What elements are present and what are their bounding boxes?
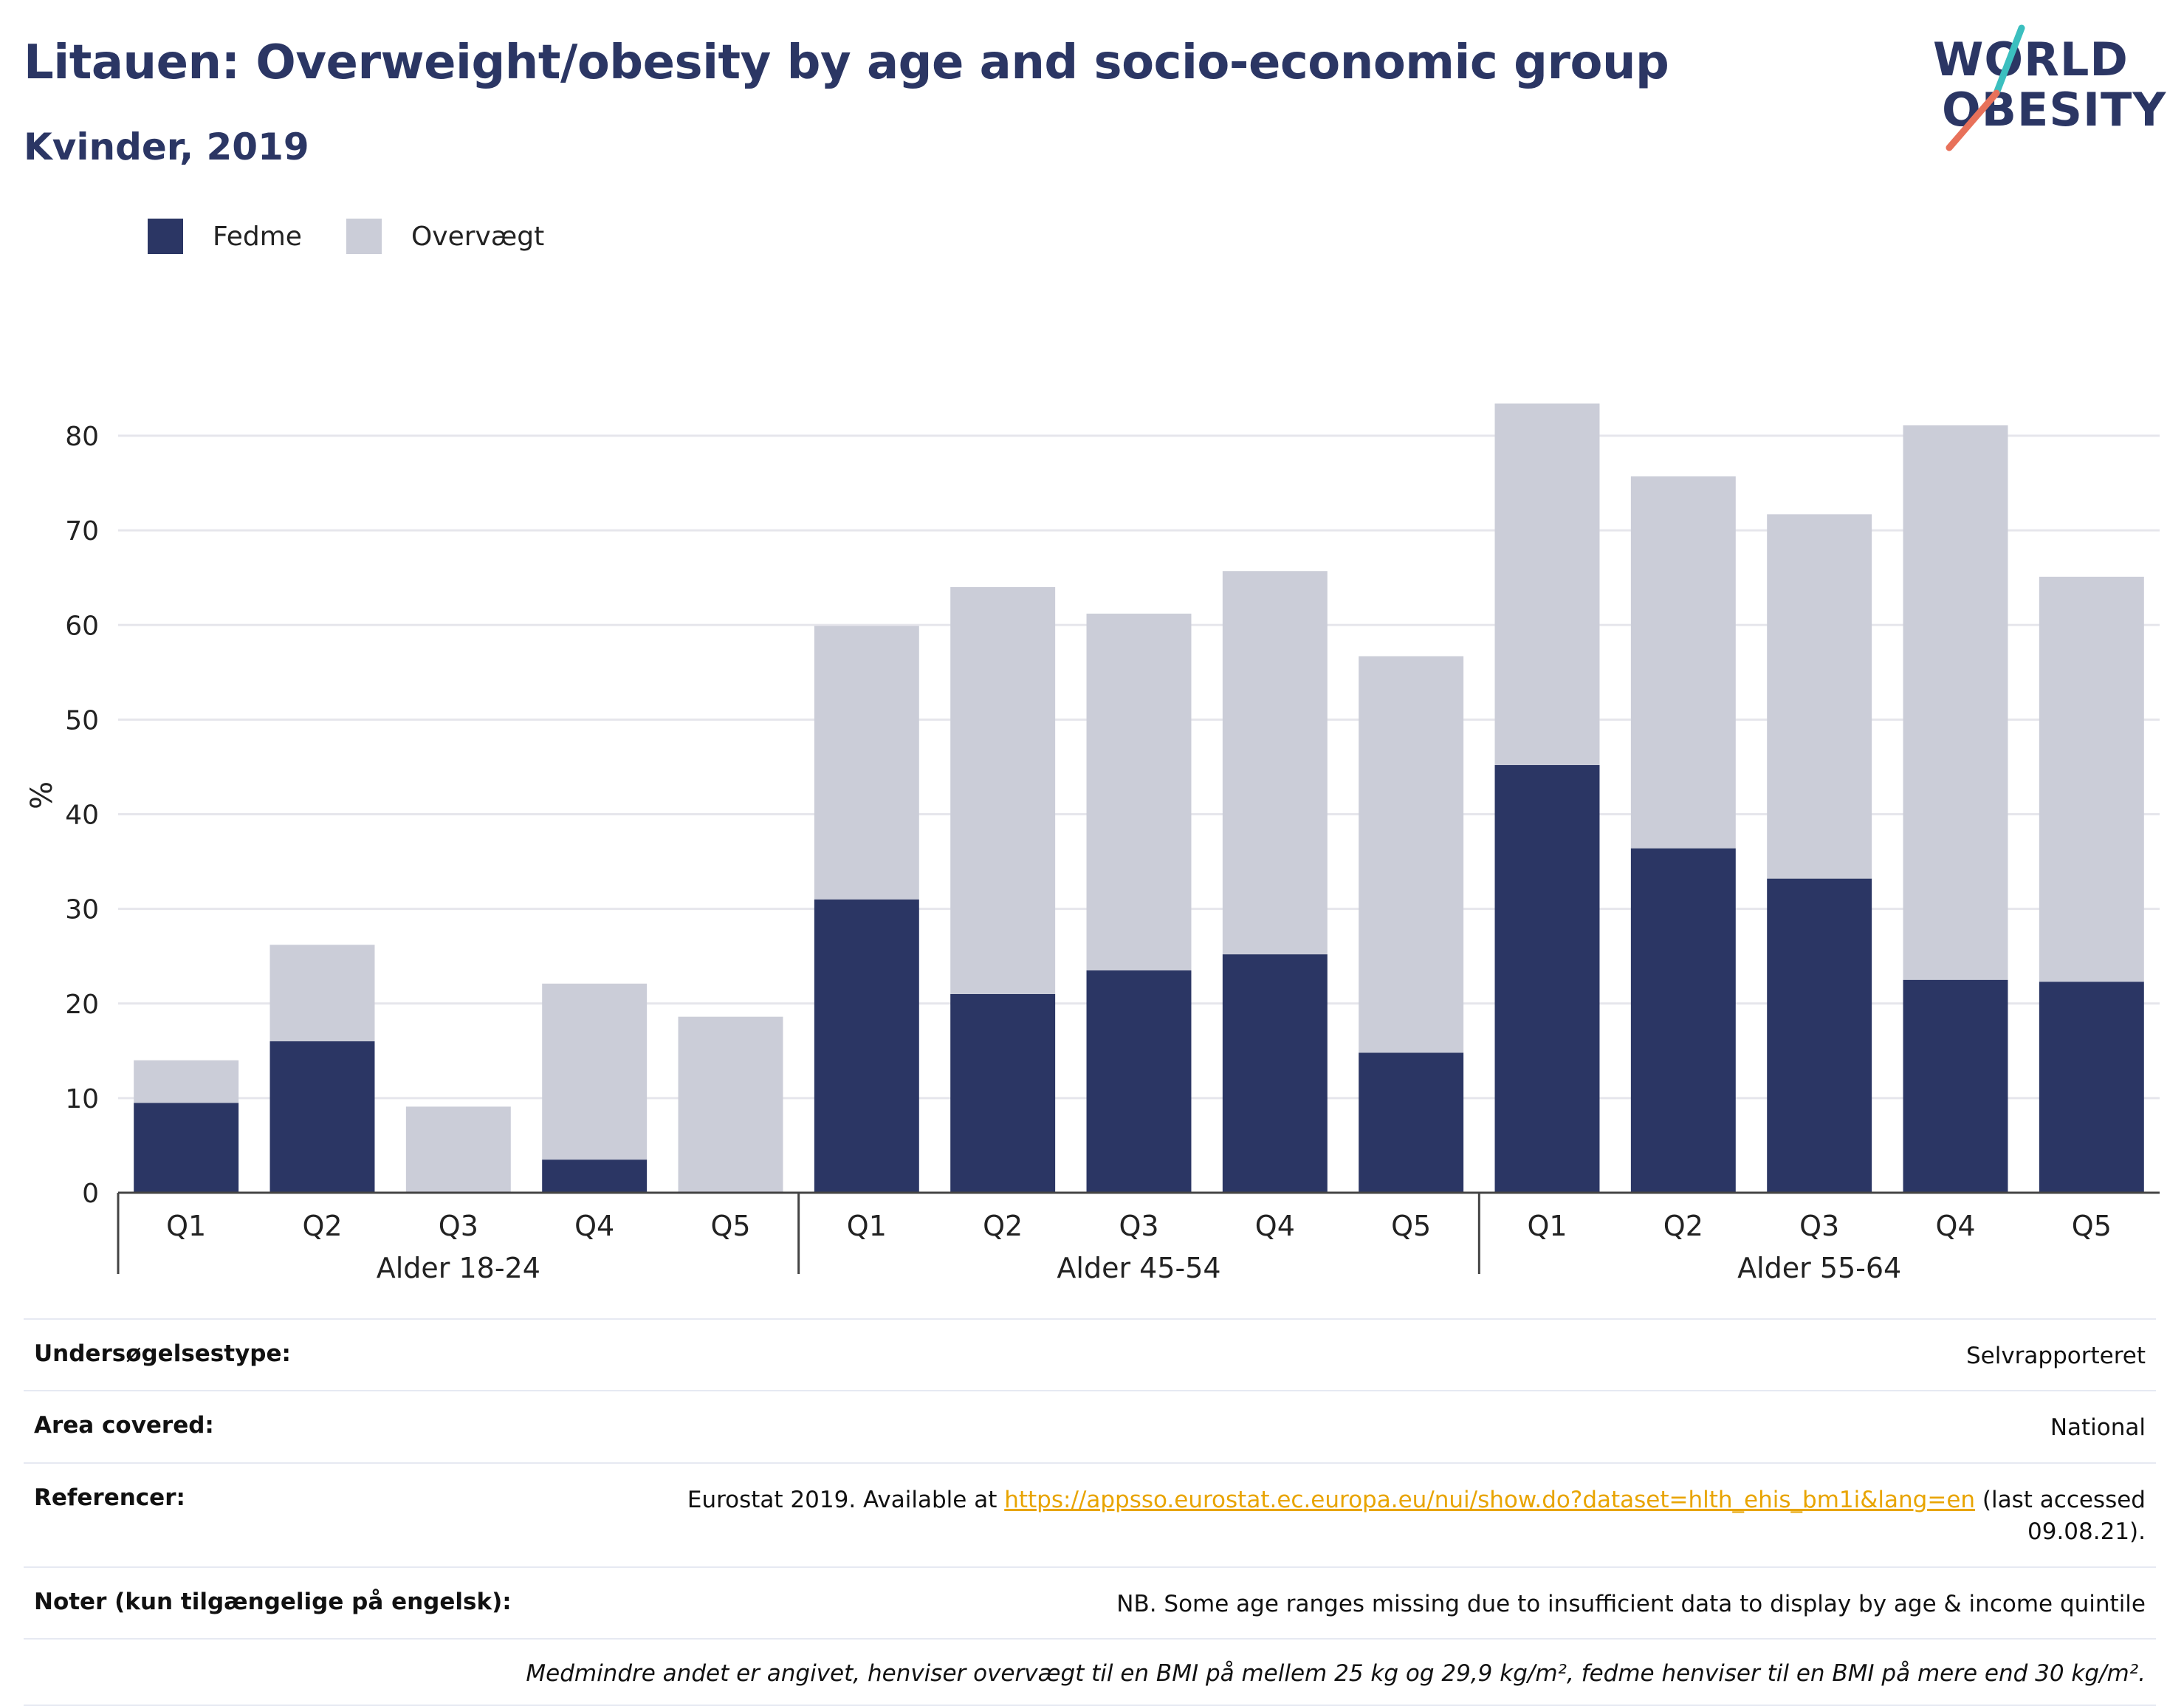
bar-fedme (134, 1103, 239, 1193)
chart-title: Litauen: Overweight/obesity by age and s… (24, 35, 1669, 90)
bar-fedme (1494, 764, 1600, 1193)
legend-swatch-fedme (148, 219, 183, 254)
y-tick-label: 20 (65, 990, 99, 1020)
x-tick-label: Q5 (2072, 1210, 2112, 1242)
meta-row-references: Referencer: Eurostat 2019. Available at … (24, 1462, 2156, 1566)
meta-value: NB. Some age ranges missing due to insuf… (1116, 1590, 2146, 1617)
metadata-table: Undersøgelsestype: Selvrapporteret Area … (24, 1318, 2156, 1706)
bar-overvaegt (814, 626, 919, 900)
bar-fedme (1767, 878, 1872, 1193)
x-tick-label: Q1 (847, 1210, 887, 1242)
meta-label: Referencer: (34, 1484, 185, 1511)
bar-overvaegt (542, 983, 648, 1160)
meta-value: Selvrapporteret (1965, 1343, 2146, 1369)
meta-row-footnote: Medmindre andet er angivet, henviser ove… (24, 1637, 2156, 1706)
meta-row-area: Area covered: National (24, 1390, 2156, 1462)
x-tick-label: Q5 (1391, 1210, 1431, 1242)
meta-row-notes: Noter (kun tilgængelige på engelsk): NB.… (24, 1566, 2156, 1638)
bar-fedme (1903, 979, 2008, 1193)
legend-item-overvaegt[interactable]: Overvægt (346, 219, 544, 254)
bar-overvaegt (950, 587, 1056, 994)
bar-fedme (1630, 848, 1736, 1193)
group-label: Alder 55-64 (1737, 1252, 1901, 1284)
x-tick-label: Q1 (1527, 1210, 1567, 1242)
y-tick-label: 0 (82, 1179, 99, 1209)
x-tick-label: Q5 (710, 1210, 750, 1242)
x-tick-label: Q1 (166, 1210, 206, 1242)
bar-overvaegt (1086, 613, 1192, 970)
world-obesity-logo: WORLD OBESITY (1933, 24, 2166, 151)
meta-value-reference: Eurostat 2019. Available at https://apps… (669, 1484, 2146, 1549)
meta-row-survey-type: Undersøgelsestype: Selvrapporteret (24, 1318, 2156, 1390)
x-tick-label: Q3 (439, 1210, 478, 1242)
y-tick-label: 10 (65, 1084, 99, 1114)
chart-legend: Fedme Overvægt (148, 219, 588, 254)
x-tick-label: Q4 (1255, 1210, 1295, 1242)
bar-fedme (1359, 1052, 1464, 1193)
logo-line1: WORLD (1933, 32, 2129, 86)
reference-link[interactable]: https://appsso.eurostat.ec.europa.eu/nui… (1004, 1486, 1976, 1513)
logo-slash-coral (1946, 89, 2000, 151)
bar-overvaegt (1767, 514, 1872, 879)
meta-value: National (2050, 1414, 2146, 1442)
legend-swatch-overvaegt (346, 219, 382, 254)
bar-overvaegt (1903, 425, 2008, 980)
bar-fedme (2039, 982, 2144, 1193)
y-tick-label: 70 (65, 516, 99, 547)
bar-overvaegt (1630, 476, 1736, 849)
bar-fedme (542, 1159, 648, 1193)
legend-label-overvaegt: Overvægt (411, 221, 545, 252)
bar-overvaegt (2039, 576, 2144, 982)
y-axis-label: % (25, 781, 59, 809)
reference-suffix: (last accessed 09.08.21). (1975, 1486, 2146, 1546)
group-label: Alder 18-24 (377, 1252, 540, 1284)
y-tick-label: 30 (65, 895, 99, 925)
bar-overvaegt (269, 945, 375, 1041)
bar-overvaegt (1359, 656, 1464, 1053)
reference-prefix: Eurostat 2019. Available at (687, 1486, 1005, 1513)
x-tick-label: Q2 (983, 1210, 1023, 1242)
meta-label: Noter (kun tilgængelige på engelsk): (34, 1588, 512, 1615)
x-tick-label: Q4 (574, 1210, 614, 1242)
x-tick-label: Q2 (302, 1210, 342, 1242)
logo-slash-teal (1993, 24, 2025, 97)
legend-label-fedme: Fedme (213, 221, 302, 252)
y-tick-label: 60 (65, 611, 99, 641)
y-tick-label: 40 (65, 801, 99, 831)
legend-item-fedme[interactable]: Fedme (148, 219, 302, 254)
group-label: Alder 45-54 (1057, 1252, 1220, 1284)
bar-fedme (814, 899, 919, 1193)
x-tick-label: Q2 (1663, 1210, 1703, 1242)
bar-fedme (950, 993, 1056, 1193)
stacked-bar-chart: 0 10 20 30 40 50 60 70 80% Q1 Q2 Q3 Q4 Q5 Alder 18-24 Q… (25, 403, 2160, 1284)
meta-label: Area covered: (34, 1412, 214, 1439)
x-tick-label: Q3 (1799, 1210, 1839, 1242)
y-tick-label: 80 (65, 422, 99, 452)
y-tick-label: 50 (65, 705, 99, 736)
bar-fedme (1222, 954, 1328, 1193)
footnote: Medmindre andet er angivet, henviser ove… (526, 1659, 2146, 1687)
bar-overvaegt (405, 1106, 511, 1193)
bar-fedme (269, 1041, 375, 1193)
bar-overvaegt (1222, 571, 1328, 955)
x-tick-label: Q3 (1119, 1210, 1158, 1242)
bar-overvaegt (678, 1016, 783, 1193)
bar-overvaegt (1494, 403, 1600, 765)
bar-overvaegt (134, 1060, 239, 1103)
x-tick-label: Q4 (1935, 1210, 1975, 1242)
chart-subtitle: Kvinder, 2019 (24, 126, 309, 168)
bar-fedme (1086, 970, 1192, 1193)
meta-label: Undersøgelsestype: (34, 1340, 291, 1367)
